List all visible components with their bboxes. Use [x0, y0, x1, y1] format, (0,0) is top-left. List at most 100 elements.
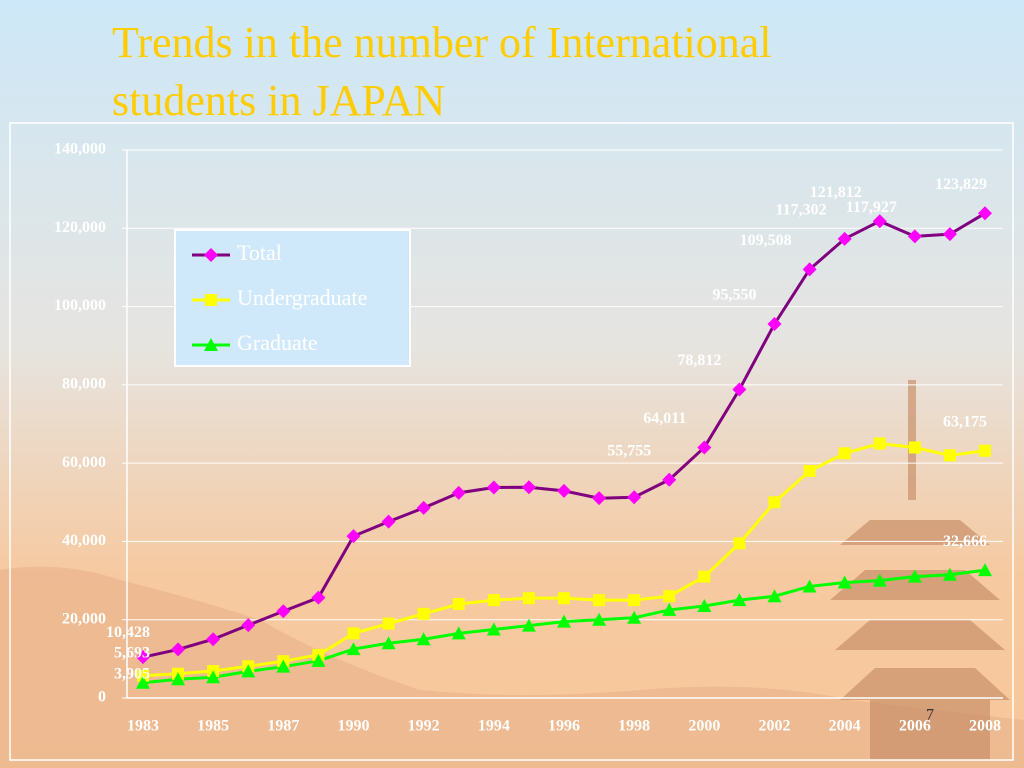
data-label: 32,666	[943, 533, 987, 550]
marker	[136, 675, 150, 689]
x-tick-label: 1983	[127, 718, 159, 735]
marker	[872, 214, 887, 229]
data-label: 117,927	[846, 199, 897, 216]
marker	[698, 570, 711, 583]
marker	[942, 567, 957, 581]
marker	[241, 618, 256, 633]
pagoda	[830, 380, 1010, 760]
y-tick-label: 60,000	[62, 454, 106, 471]
marker	[206, 670, 221, 684]
x-tick-label: 2002	[759, 718, 791, 735]
marker	[347, 627, 360, 640]
marker	[837, 231, 852, 246]
x-tick-label: 1992	[408, 718, 440, 735]
x-tick-label: 1987	[267, 718, 299, 735]
marker	[732, 382, 747, 397]
marker	[908, 441, 921, 454]
y-tick-label: 20,000	[62, 610, 106, 627]
legend-label: Total	[237, 240, 282, 265]
marker	[768, 496, 781, 509]
x-tick-label: 2008	[969, 718, 1001, 735]
data-label: 78,812	[677, 352, 721, 369]
x-tick-label: 1985	[197, 718, 229, 735]
marker	[451, 626, 466, 640]
data-label: 3,905	[114, 665, 150, 682]
marker	[522, 592, 535, 605]
marker	[311, 590, 326, 605]
x-tick-label: 1994	[478, 718, 510, 735]
marker	[557, 483, 571, 498]
marker	[416, 500, 431, 515]
marker	[803, 464, 816, 477]
marker	[416, 632, 431, 646]
slide-title: Trends in the number of International st…	[112, 18, 772, 125]
x-tick-label: 2004	[829, 718, 861, 735]
marker	[978, 206, 992, 221]
data-label: 121,812	[810, 184, 862, 201]
marker	[802, 262, 817, 277]
marker	[136, 650, 150, 665]
marker	[417, 607, 430, 620]
marker	[557, 614, 571, 628]
data-label: 109,508	[740, 232, 792, 249]
marker	[381, 514, 396, 529]
x-tick-label: 1998	[618, 718, 650, 735]
marker	[873, 437, 886, 450]
marker	[979, 444, 991, 457]
marker	[872, 573, 887, 587]
marker	[382, 617, 395, 630]
x-tick-label: 2000	[688, 718, 720, 735]
marker	[486, 622, 501, 636]
marker	[802, 579, 817, 593]
marker	[628, 594, 641, 607]
data-label: 64,011	[643, 410, 686, 427]
data-label: 10,428	[106, 624, 150, 641]
marker	[346, 529, 361, 544]
marker	[943, 449, 956, 462]
marker	[838, 447, 851, 460]
y-tick-label: 80,000	[62, 376, 106, 393]
marker	[697, 599, 712, 613]
data-label: 123,829	[935, 176, 987, 193]
marker	[697, 440, 712, 455]
data-label: 63,175	[943, 413, 987, 430]
marker	[171, 642, 186, 657]
marker	[521, 618, 536, 632]
marker	[558, 592, 570, 605]
data-label: 5,693	[114, 644, 150, 661]
marker	[311, 653, 326, 667]
marker	[837, 575, 852, 589]
marker	[521, 480, 536, 495]
marker	[662, 602, 677, 616]
marker	[942, 227, 957, 242]
marker	[978, 563, 992, 577]
marker	[276, 659, 291, 673]
marker	[451, 485, 466, 500]
marker	[276, 604, 291, 619]
legend: Total Undergraduate Graduate	[174, 229, 411, 367]
legend-label: Graduate	[237, 330, 318, 355]
data-label: 95,550	[713, 287, 757, 304]
legend-marker	[204, 248, 218, 262]
marker	[733, 537, 746, 550]
y-tick-label: 120,000	[54, 219, 106, 236]
marker	[662, 472, 677, 487]
page-number: 7	[926, 707, 934, 724]
marker	[767, 589, 782, 603]
data-label: 55,755	[607, 442, 651, 459]
marker	[346, 642, 361, 656]
marker	[732, 593, 747, 607]
y-tick-label: 140,000	[54, 141, 106, 158]
x-tick-label: 2006	[899, 718, 931, 735]
marker	[627, 490, 642, 505]
marker	[767, 316, 782, 331]
marker	[663, 590, 676, 603]
chart-frame	[9, 122, 1014, 761]
marker	[592, 612, 607, 626]
marker	[907, 569, 922, 583]
marker	[452, 598, 465, 611]
marker	[907, 229, 922, 244]
marker	[592, 491, 607, 506]
